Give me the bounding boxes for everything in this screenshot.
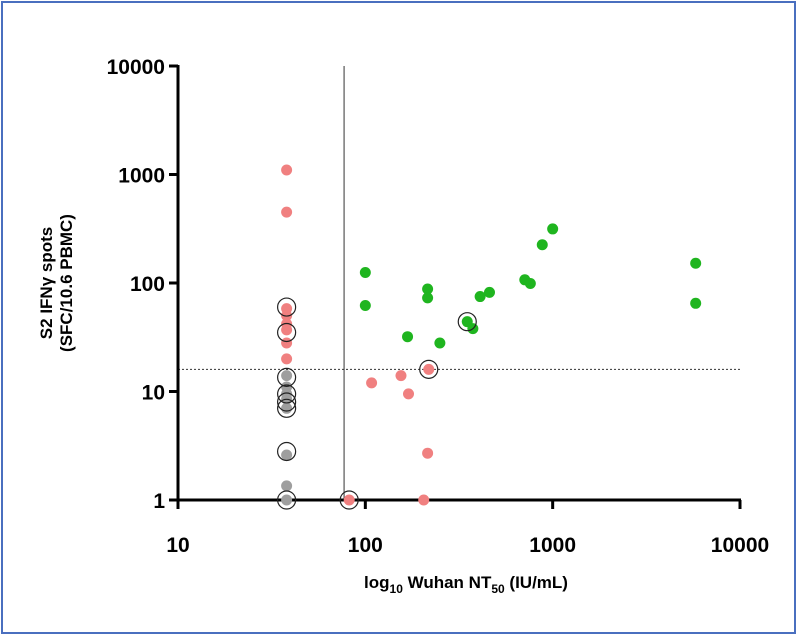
highlight-ring [277, 322, 297, 343]
data-point [418, 494, 430, 506]
data-point [524, 277, 536, 289]
data-point [359, 300, 371, 312]
data-point [423, 363, 435, 375]
data-point [403, 388, 415, 400]
highlight-ring [277, 297, 297, 317]
data-point [547, 223, 559, 235]
highlight-ring [277, 384, 297, 404]
data-point [402, 331, 414, 343]
highlight-ring [277, 398, 297, 418]
data-point [281, 324, 293, 336]
highlight-ring [277, 367, 297, 387]
y-tick-label: 10000 [107, 56, 165, 79]
data-point [690, 257, 702, 269]
y-tick-label: 10 [142, 382, 165, 405]
x-tick-label: 1000 [529, 534, 576, 557]
highlight-ring [419, 359, 439, 379]
x-tick-label: 100 [348, 534, 383, 557]
x-axis-label: log10 Wuhan NT50 (IU/mL) [364, 573, 568, 596]
data-point [281, 480, 293, 492]
y-axis-label-line2: (SFC/10.6 PBMC) [57, 214, 76, 352]
highlight-ring [277, 392, 297, 412]
data-point [281, 449, 293, 461]
data-point [281, 337, 293, 349]
data-point [359, 266, 371, 278]
y-tick-label: 1 [153, 490, 165, 513]
highlight-ring [277, 490, 297, 510]
data-point [281, 402, 293, 414]
data-point [281, 353, 293, 365]
data-point [422, 283, 434, 295]
data-point [281, 370, 293, 382]
data-point [536, 239, 548, 251]
data-point [422, 292, 434, 304]
data-point [343, 494, 355, 506]
highlight-ring [277, 441, 297, 462]
data-point [281, 164, 293, 176]
highlight-ring [339, 490, 359, 510]
data-point [483, 286, 495, 298]
data-point [395, 370, 407, 382]
y-tick-label: 1000 [118, 165, 165, 188]
y-axis-label-line1: S2 IFNγ spots [37, 227, 56, 339]
data-point [422, 447, 434, 459]
data-point [434, 337, 446, 349]
data-point [281, 206, 293, 218]
data-point [281, 494, 293, 506]
data-point [366, 377, 378, 389]
data-point [474, 291, 486, 303]
data-point [690, 297, 702, 309]
x-tick-label: 10000 [711, 534, 769, 557]
highlight-ring [457, 312, 477, 332]
x-tick-label: 10 [166, 534, 189, 557]
y-tick-label: 100 [130, 273, 165, 296]
